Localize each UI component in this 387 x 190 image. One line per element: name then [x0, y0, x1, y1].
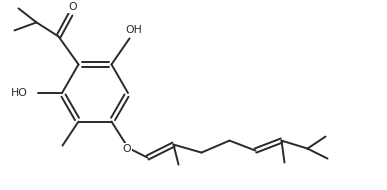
Text: O: O	[122, 144, 131, 154]
Text: HO: HO	[11, 88, 28, 98]
Text: OH: OH	[125, 25, 142, 35]
Text: O: O	[68, 2, 77, 12]
